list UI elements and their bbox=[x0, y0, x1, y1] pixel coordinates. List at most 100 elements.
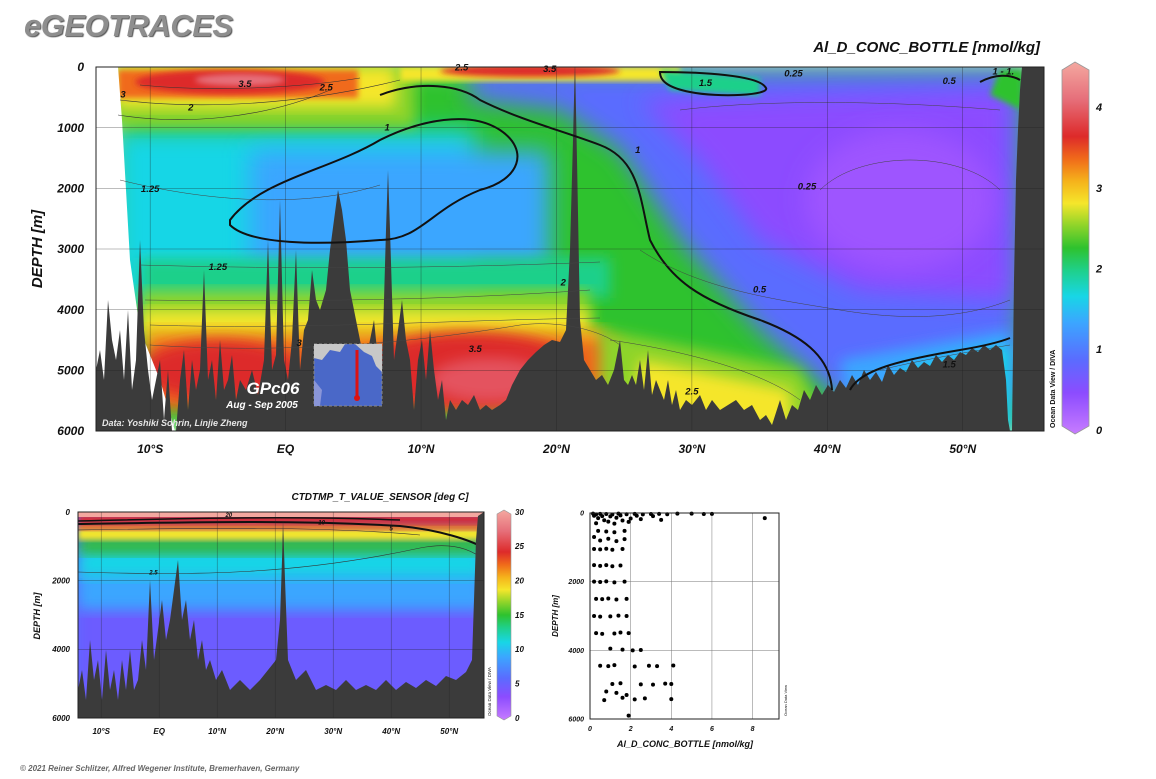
temperature-y-label: DEPTH [m] bbox=[32, 591, 42, 639]
scatter-point bbox=[638, 517, 643, 522]
scatter-point bbox=[594, 521, 599, 526]
scatter-point bbox=[689, 511, 694, 516]
temperature-contour-labels: 20 10 5 2.5 bbox=[148, 513, 393, 576]
egeotraces-logo: eGEOTRACES bbox=[24, 8, 233, 43]
scatter-point bbox=[657, 511, 662, 516]
y-tick-label: 4000 bbox=[51, 645, 70, 654]
x-tick-label: 20°N bbox=[265, 727, 284, 736]
scatter-point bbox=[624, 596, 629, 601]
scatter-point bbox=[762, 516, 767, 521]
scatter-point bbox=[626, 713, 631, 718]
scatter-point bbox=[671, 663, 676, 668]
scatter-point bbox=[659, 517, 664, 522]
colorbar-tick-label: 0 bbox=[515, 714, 520, 723]
colorbar-tick-label: 15 bbox=[515, 611, 524, 620]
scatter-point bbox=[614, 515, 619, 520]
colorbar-tick-label: 3 bbox=[1096, 183, 1102, 195]
scatter-point bbox=[628, 516, 633, 521]
colorbar-tick-label: 4 bbox=[1095, 102, 1102, 114]
x-tick-label: 50°N bbox=[440, 727, 458, 736]
scatter-point bbox=[604, 579, 609, 584]
scatter-point bbox=[610, 564, 615, 569]
scatter-point bbox=[592, 513, 597, 518]
copyright-notice: © 2021 Reiner Schlitzer, Alfred Wegener … bbox=[20, 764, 300, 773]
temperature-plot-frame bbox=[77, 511, 485, 719]
scatter-point bbox=[651, 514, 655, 519]
scatter-point bbox=[592, 535, 597, 540]
contour-label: 2.5 bbox=[148, 570, 158, 576]
scatter-point bbox=[618, 563, 623, 568]
y-tick-label: 0 bbox=[77, 60, 84, 74]
scatter-point bbox=[602, 518, 607, 523]
scatter-point bbox=[614, 690, 619, 695]
y-tick-label: 5000 bbox=[57, 364, 84, 378]
x-tick-label: 8 bbox=[751, 726, 755, 733]
main-y-axis: 0 1000 2000 3000 4000 5000 6000 bbox=[56, 60, 84, 438]
contour-label: 3.5 bbox=[238, 79, 252, 90]
scatter-point bbox=[598, 547, 603, 552]
y-tick-label: 4000 bbox=[567, 648, 584, 655]
scatter-point bbox=[622, 579, 627, 584]
scatter-point bbox=[594, 596, 599, 601]
scatter-point bbox=[606, 536, 611, 541]
temperature-bathymetry bbox=[78, 512, 484, 718]
contour-label: 1 - 1. bbox=[993, 66, 1015, 77]
colorbar-tick-label: 5 bbox=[515, 679, 520, 688]
y-tick-label: 0 bbox=[580, 511, 584, 518]
main-y-label: DEPTH [m] bbox=[29, 209, 46, 288]
scatter-point bbox=[646, 663, 651, 668]
scatter-point bbox=[610, 547, 615, 552]
scatter-point bbox=[614, 597, 619, 602]
scatter-point bbox=[618, 513, 623, 518]
y-tick-label: 2000 bbox=[51, 576, 70, 585]
contour-label: 2 bbox=[560, 277, 567, 288]
x-tick-label: EQ bbox=[277, 442, 295, 456]
scatter-point bbox=[620, 647, 625, 652]
scatter-point bbox=[624, 614, 629, 618]
scatter-point bbox=[596, 528, 601, 533]
scatter-point bbox=[594, 631, 599, 636]
scatter-point bbox=[604, 563, 609, 568]
main-title: Al_D_CONC_BOTTLE [nmol/kg] bbox=[812, 39, 1041, 56]
y-tick-label: 4000 bbox=[56, 303, 84, 317]
scatter-point bbox=[604, 529, 609, 534]
scatter-point bbox=[675, 511, 680, 516]
colorbar-tick-label: 2 bbox=[1095, 264, 1102, 276]
x-tick-label: 10°S bbox=[92, 727, 110, 736]
scatter-point bbox=[598, 663, 603, 668]
scatter-point bbox=[608, 614, 613, 619]
scatter-plot-frame bbox=[589, 512, 780, 720]
contour-label: 3 bbox=[296, 338, 302, 349]
x-tick-label: 30°N bbox=[678, 442, 705, 456]
contour-label: 5 bbox=[390, 527, 394, 533]
scatter-x-axis: 0 2 4 6 8 bbox=[588, 726, 755, 733]
temperature-colorbar: 0 5 10 15 20 25 30 Ocean Data View / DIVA bbox=[487, 508, 524, 723]
scatter-point bbox=[638, 647, 643, 652]
scatter-point bbox=[598, 563, 603, 568]
y-tick-label: 0 bbox=[66, 508, 71, 517]
temperature-colorbar-label: Ocean Data View / DIVA bbox=[487, 667, 492, 716]
scatter-point bbox=[604, 689, 609, 694]
scatter-point bbox=[626, 631, 631, 636]
scatter-point bbox=[600, 597, 605, 602]
y-tick-label: 6000 bbox=[568, 717, 584, 724]
contour-label: 1.25 bbox=[141, 184, 160, 195]
scatter-point bbox=[630, 648, 635, 653]
scatter-point bbox=[600, 514, 605, 519]
scatter-x-label: Al_D_CONC_BOTTLE [nmol/kg] bbox=[616, 739, 754, 749]
scatter-point bbox=[612, 580, 617, 585]
scatter-point bbox=[669, 697, 674, 702]
y-tick-label: 1000 bbox=[57, 121, 84, 135]
scatter-point bbox=[632, 664, 637, 669]
contour-label: 1.25 bbox=[209, 262, 228, 273]
y-tick-label: 6000 bbox=[57, 424, 84, 438]
scatter-point bbox=[626, 519, 631, 524]
colorbar-tick-label: 10 bbox=[515, 645, 524, 654]
cruise-track-end-dot bbox=[354, 395, 360, 401]
scatter-point bbox=[600, 631, 605, 636]
x-tick-label: EQ bbox=[153, 727, 165, 736]
cruise-track-inset-map bbox=[313, 343, 383, 407]
colorbar-tick-label: 25 bbox=[514, 542, 524, 551]
